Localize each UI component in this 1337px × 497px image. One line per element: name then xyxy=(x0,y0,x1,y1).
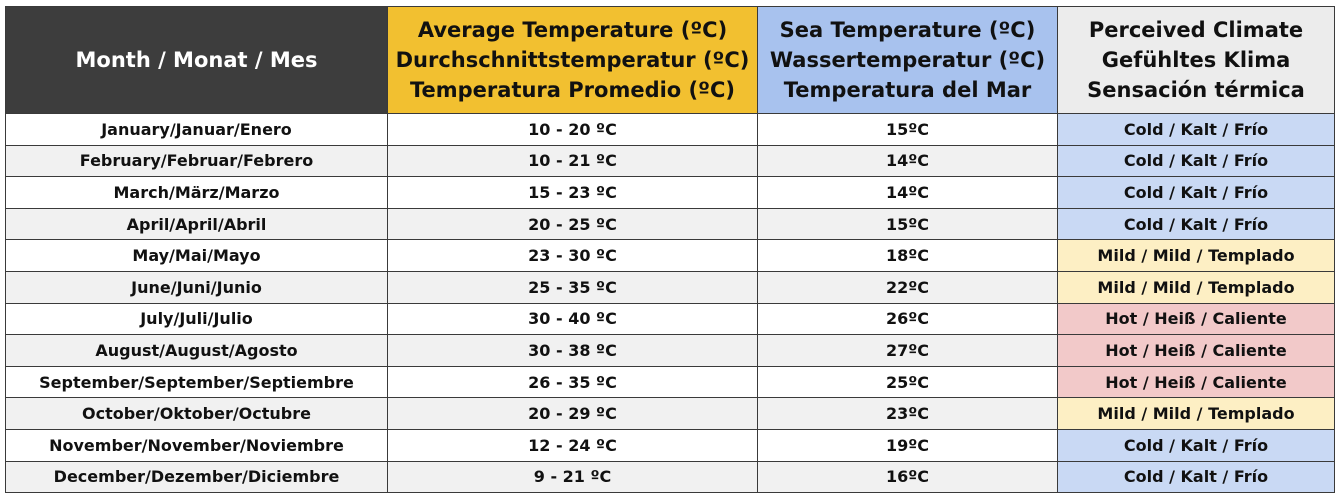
month-cell: January/Januar/Enero xyxy=(5,113,388,146)
average-temperature-cell: 30 - 40 ºC xyxy=(387,302,758,336)
average-temperature-cell: 10 - 21 ºC xyxy=(387,144,758,178)
header-month: Month / Monat / Mes xyxy=(5,6,388,114)
average-temperature-cell: 26 - 35 ºC xyxy=(387,365,758,399)
perceived-climate-cell: Cold / Kalt / Frío xyxy=(1057,113,1335,146)
month-cell: August/August/Agosto xyxy=(5,334,388,367)
table-row: April/April/Abril 20 - 25 ºC 15ºC Cold / Ka… xyxy=(5,207,1335,241)
month-cell: March/März/Marzo xyxy=(5,176,388,209)
average-temperature-cell: 25 - 35 ºC xyxy=(387,270,758,304)
sea-temperature-cell: 23ºC xyxy=(757,397,1058,430)
perceived-climate-cell: Cold / Kalt / Frío xyxy=(1057,144,1335,178)
header-feel-line-en: Perceived Climate xyxy=(1088,18,1304,42)
month-cell: September/September/Septiembre xyxy=(5,365,388,399)
month-cell: April/April/Abril xyxy=(5,207,388,241)
perceived-climate-cell: Cold / Kalt / Frío xyxy=(1057,176,1335,209)
average-temperature-cell: 9 - 21 ºC xyxy=(387,460,758,494)
table-row: July/Juli/Julio 30 - 40 ºC 26ºC Hot / Heiß … xyxy=(5,302,1335,336)
average-temperature-cell: 12 - 24 ºC xyxy=(387,428,758,462)
header-average-temperature: Average Temperature (ºC) Durchschnittste… xyxy=(387,6,758,114)
average-temperature-cell: 20 - 29 ºC xyxy=(387,397,758,430)
month-cell: December/Dezember/Diciembre xyxy=(5,460,388,494)
table-row: June/Juni/Junio 25 - 35 ºC 22ºC Mild / Mild… xyxy=(5,270,1335,304)
header-feel-line-es: Sensación térmica xyxy=(1087,78,1305,102)
average-temperature-cell: 20 - 25 ºC xyxy=(387,207,758,241)
sea-temperature-cell: 14ºC xyxy=(757,176,1058,209)
table-row: October/Oktober/Octubre 20 - 29 ºC 23ºC Mil… xyxy=(5,397,1335,430)
header-sea-line-de: Wassertemperatur (ºC) xyxy=(769,48,1046,72)
table-row: March/März/Marzo 15 - 23 ºC 14ºC Cold / Kal… xyxy=(5,176,1335,209)
header-sea-line-en: Sea Temperature (ºC) xyxy=(779,18,1036,42)
header-month-line: Month / Monat / Mes xyxy=(75,48,318,72)
perceived-climate-cell: Hot / Heiß / Caliente xyxy=(1057,302,1335,336)
perceived-climate-cell: Hot / Heiß / Caliente xyxy=(1057,365,1335,399)
climate-table: Month / Monat / Mes Average Temperature … xyxy=(5,6,1335,494)
header-perceived-climate: Perceived Climate Gefühltes Klima Sensac… xyxy=(1057,6,1335,114)
month-cell: July/Juli/Julio xyxy=(5,302,388,336)
table-row: December/Dezember/Diciembre 9 - 21 ºC 16ºC… xyxy=(5,460,1335,494)
sea-temperature-cell: 14ºC xyxy=(757,144,1058,178)
sea-temperature-cell: 22ºC xyxy=(757,270,1058,304)
perceived-climate-cell: Cold / Kalt / Frío xyxy=(1057,428,1335,462)
table-row: February/Februar/Febrero 10 - 21 ºC 14ºC Co… xyxy=(5,144,1335,178)
sea-temperature-cell: 25ºC xyxy=(757,365,1058,399)
header-feel-line-de: Gefühltes Klima xyxy=(1101,48,1291,72)
perceived-climate-cell: Mild / Mild / Templado xyxy=(1057,397,1335,430)
perceived-climate-cell: Cold / Kalt / Frío xyxy=(1057,460,1335,494)
sea-temperature-cell: 15ºC xyxy=(757,207,1058,241)
month-cell: May/Mai/Mayo xyxy=(5,239,388,272)
sea-temperature-cell: 16ºC xyxy=(757,460,1058,494)
sea-temperature-cell: 26ºC xyxy=(757,302,1058,336)
table-row: January/Januar/Enero 10 - 20 ºC 15ºC Cold /… xyxy=(5,113,1335,146)
perceived-climate-cell: Mild / Mild / Templado xyxy=(1057,239,1335,272)
header-avg-line-es: Temperatura Promedio (ºC) xyxy=(409,78,735,102)
sea-temperature-cell: 18ºC xyxy=(757,239,1058,272)
climate-table-body: January/Januar/Enero 10 - 20 ºC 15ºC Cold /… xyxy=(5,113,1335,494)
header-sea-line-es: Temperatura del Mar xyxy=(783,78,1032,102)
perceived-climate-cell: Hot / Heiß / Caliente xyxy=(1057,334,1335,367)
sea-temperature-cell: 19ºC xyxy=(757,428,1058,462)
header-sea-temperature: Sea Temperature (ºC) Wassertemperatur (º… xyxy=(757,6,1058,114)
table-row: August/August/Agosto 30 - 38 ºC 27ºC Hot / … xyxy=(5,334,1335,367)
month-cell: November/November/Noviembre xyxy=(5,428,388,462)
table-row: November/November/Noviembre 12 - 24 ºC 19º… xyxy=(5,428,1335,462)
perceived-climate-cell: Cold / Kalt / Frío xyxy=(1057,207,1335,241)
month-cell: October/Oktober/Octubre xyxy=(5,397,388,430)
average-temperature-cell: 30 - 38 ºC xyxy=(387,334,758,367)
table-row: May/Mai/Mayo 23 - 30 ºC 18ºC Mild / Mild / … xyxy=(5,239,1335,272)
month-cell: June/Juni/Junio xyxy=(5,270,388,304)
average-temperature-cell: 10 - 20 ºC xyxy=(387,113,758,146)
header-avg-line-de: Durchschnittstemperatur (ºC) xyxy=(395,48,750,72)
header-row: Month / Monat / Mes Average Temperature … xyxy=(5,6,1335,114)
average-temperature-cell: 15 - 23 ºC xyxy=(387,176,758,209)
perceived-climate-cell: Mild / Mild / Templado xyxy=(1057,270,1335,304)
month-cell: February/Februar/Febrero xyxy=(5,144,388,178)
average-temperature-cell: 23 - 30 ºC xyxy=(387,239,758,272)
table-row: September/September/Septiembre 26 - 35 ºC… xyxy=(5,365,1335,399)
header-avg-line-en: Average Temperature (ºC) xyxy=(417,18,728,42)
sea-temperature-cell: 15ºC xyxy=(757,113,1058,146)
sea-temperature-cell: 27ºC xyxy=(757,334,1058,367)
